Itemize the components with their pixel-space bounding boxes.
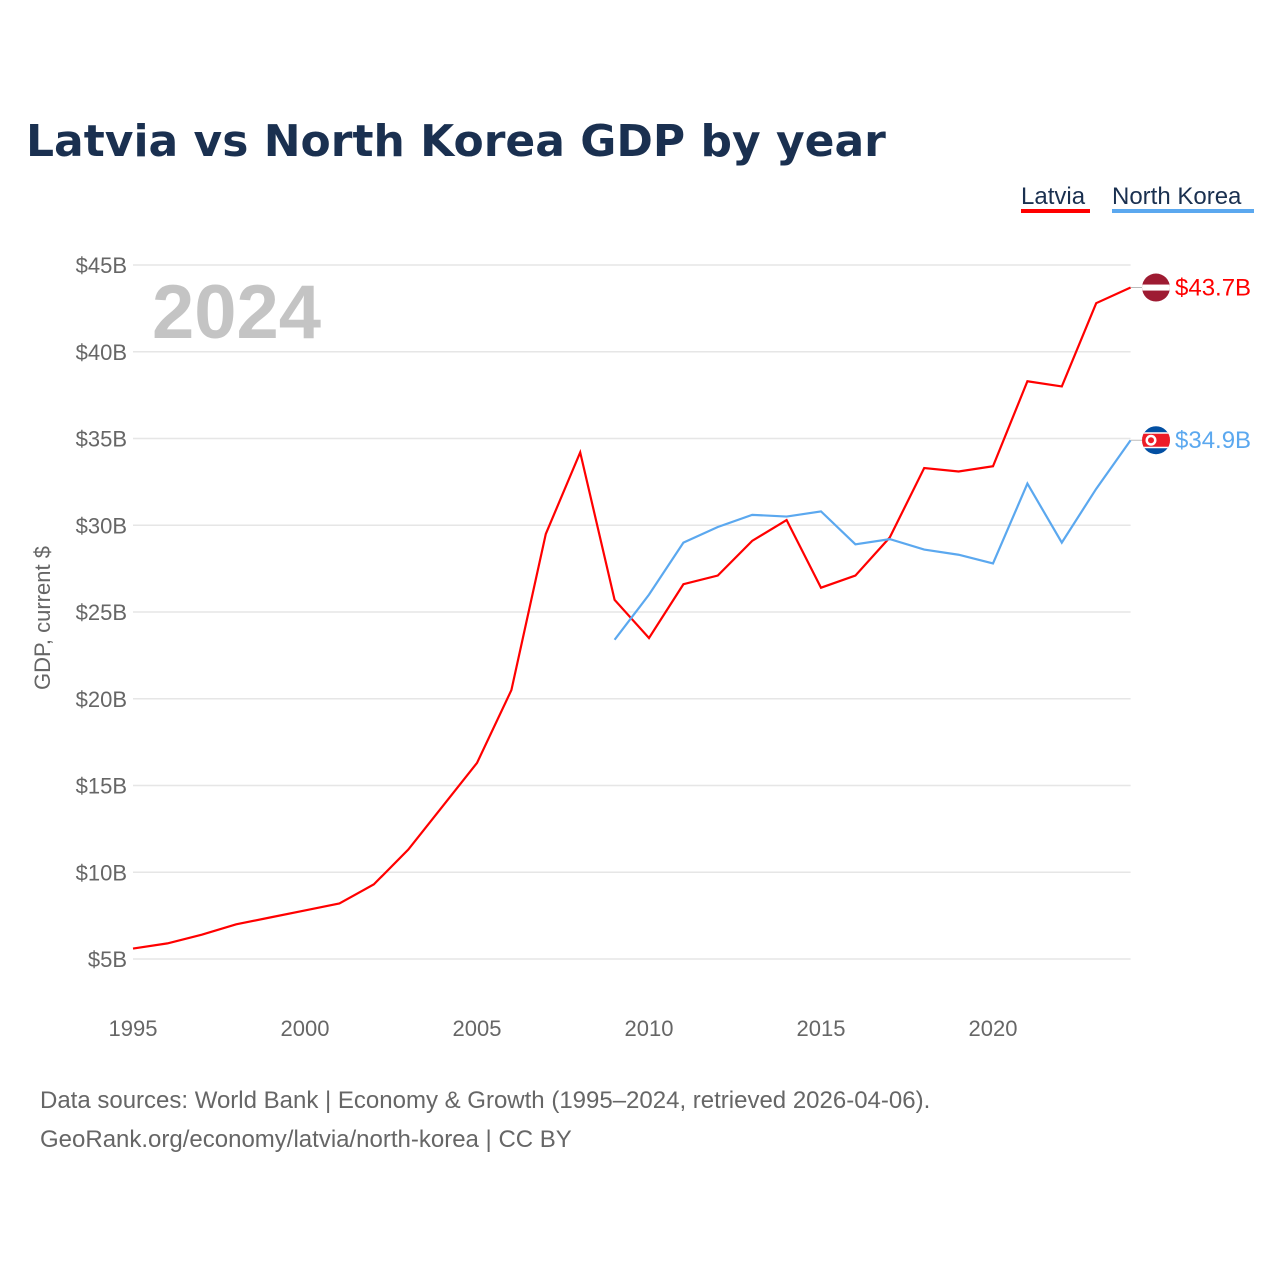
legend-label: North Korea — [1112, 183, 1242, 210]
y-tick-label: $45B — [76, 253, 127, 278]
y-tick-label: $30B — [76, 513, 127, 538]
y-tick-label: $35B — [76, 427, 127, 452]
end-value-label: $34.9B — [1175, 427, 1251, 454]
x-tick-label: 2000 — [281, 1016, 330, 1041]
latvia-flag-icon — [1142, 273, 1170, 302]
footer-credit: GeoRank.org/economy/latvia/north-korea |… — [40, 1126, 572, 1153]
legend-item-0[interactable]: Latvia — [1021, 183, 1090, 213]
x-tick-label: 2020 — [969, 1016, 1018, 1041]
chart-title: Latvia vs North Korea GDP by year — [26, 116, 886, 167]
x-tick-label: 2010 — [625, 1016, 674, 1041]
y-tick-label: $10B — [76, 860, 127, 885]
series-line-1 — [613, 439, 1132, 641]
y-tick-label: $15B — [76, 774, 127, 799]
y-tick-label: $40B — [76, 340, 127, 365]
y-axis-label: GDP, current $ — [30, 546, 55, 690]
legend-swatch — [1112, 209, 1254, 213]
year-label: 2024 — [152, 270, 321, 355]
x-tick-label: 2005 — [453, 1016, 502, 1041]
legend-label: Latvia — [1021, 183, 1086, 210]
legend-swatch — [1021, 209, 1090, 213]
footer-sources: Data sources: World Bank | Economy & Gro… — [40, 1087, 930, 1114]
north-korea-flag-icon — [1142, 426, 1170, 455]
legend-item-1[interactable]: North Korea — [1112, 183, 1254, 213]
y-tick-label: $20B — [76, 687, 127, 712]
y-tick-label: $5B — [88, 947, 127, 972]
x-tick-label: 1995 — [109, 1016, 158, 1041]
y-tick-label: $25B — [76, 600, 127, 625]
x-tick-label: 2015 — [797, 1016, 846, 1041]
end-value-label: $43.7B — [1175, 275, 1251, 302]
